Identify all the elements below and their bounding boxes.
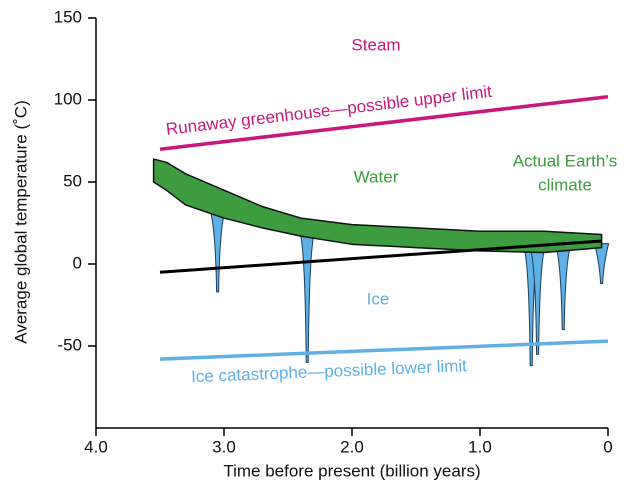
y-tick-label: -50	[57, 335, 82, 354]
x-tick-label: 3.0	[212, 437, 236, 456]
x-tick-label: 0	[603, 437, 612, 456]
x-tick-label: 4.0	[84, 437, 108, 456]
y-tick-label: 100	[54, 89, 82, 108]
x-axis-title: Time before present (billion years)	[223, 461, 480, 480]
x-tick-label: 1.0	[468, 437, 492, 456]
annotation: Ice	[367, 289, 390, 308]
y-tick-label: 150	[54, 7, 82, 26]
y-axis-title: Average global temperature (˚C)	[11, 100, 30, 343]
ice-excursion	[556, 247, 570, 330]
ice-excursion	[595, 244, 609, 284]
y-tick-label: 0	[73, 253, 82, 272]
limit-line	[160, 341, 608, 359]
ice-excursion	[300, 233, 314, 362]
ice-excursion	[211, 212, 225, 292]
limit-label: Ice catastrophe—possible lower limit	[191, 356, 468, 386]
annotation: Steam	[351, 35, 400, 54]
annotation: Actual Earth’s	[513, 151, 618, 170]
y-tick-label: 50	[63, 171, 82, 190]
chart: Time before present (billion years) Aver…	[0, 0, 644, 487]
annotation: Water	[354, 167, 399, 186]
x-tick-label: 2.0	[340, 437, 364, 456]
annotation: climate	[538, 175, 592, 194]
